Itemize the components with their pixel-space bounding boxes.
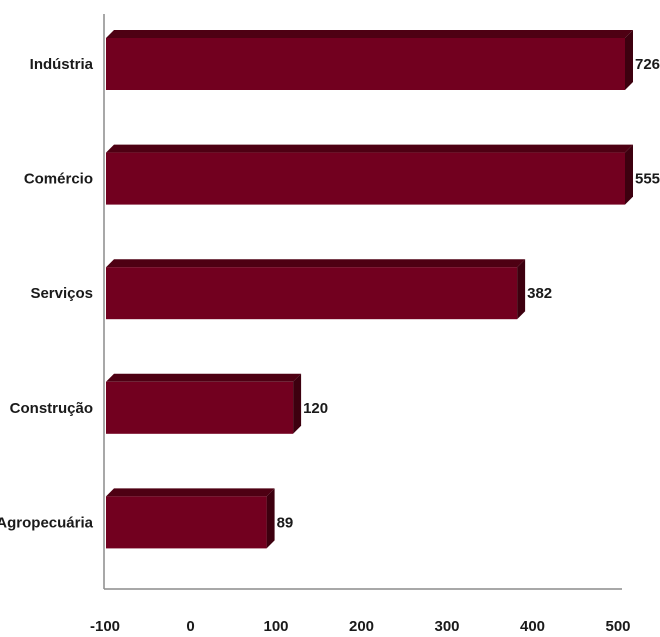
- bar-side-face: [625, 30, 633, 90]
- category-label-construcao: Construção: [10, 400, 93, 417]
- x-tick-label: 200: [349, 618, 374, 635]
- x-tick-label: -100: [90, 618, 120, 635]
- bar-side-face: [293, 373, 302, 434]
- data-label-construcao: 120: [303, 400, 328, 417]
- bar-top-face: [106, 144, 633, 153]
- bar-top-face: [106, 30, 633, 38]
- bar-construcao: [106, 373, 302, 434]
- bar-side-face: [517, 259, 526, 320]
- category-label-servicos: Serviços: [30, 285, 93, 302]
- bar-top-face: [106, 259, 526, 268]
- chart-bars: [106, 30, 633, 549]
- category-label-agropecuaria: Agropecuária: [0, 514, 94, 531]
- bar-servicos: [106, 259, 526, 320]
- x-tick-label: 300: [434, 618, 459, 635]
- bar-top-face: [106, 373, 302, 382]
- data-label-agropecuaria: 89: [277, 514, 294, 531]
- bar-side-face: [625, 144, 633, 205]
- x-axis-tick-labels: -100 0 100 200 300 400 500: [90, 618, 631, 635]
- bar-top-face: [106, 488, 275, 497]
- bar-side-face: [266, 488, 275, 549]
- data-label-comercio: 555: [635, 171, 660, 188]
- bar-front-face: [106, 496, 267, 549]
- x-tick-label: 400: [520, 618, 545, 635]
- bar-front-face: [106, 381, 294, 434]
- bar-front-face: [106, 152, 625, 205]
- category-label-comercio: Comércio: [24, 171, 93, 188]
- bar-comercio: [106, 144, 633, 205]
- category-label-industria: Indústria: [30, 56, 94, 73]
- chart-axes: [103, 14, 622, 590]
- x-tick-label: 100: [263, 618, 288, 635]
- x-tick-label: 500: [605, 618, 630, 635]
- category-labels: Indústria Comércio Serviços Construção Agrop…: [0, 56, 94, 531]
- x-tick-label: 0: [186, 618, 194, 635]
- bar-agropecuaria: [106, 488, 275, 549]
- bar-front-face: [106, 267, 518, 320]
- data-label-industria: 726: [635, 56, 660, 73]
- bar-front-face: [106, 38, 625, 90]
- data-label-servicos: 382: [527, 285, 552, 302]
- bar-industria: [106, 30, 633, 90]
- data-labels: 726 555 382 120 89: [277, 56, 660, 531]
